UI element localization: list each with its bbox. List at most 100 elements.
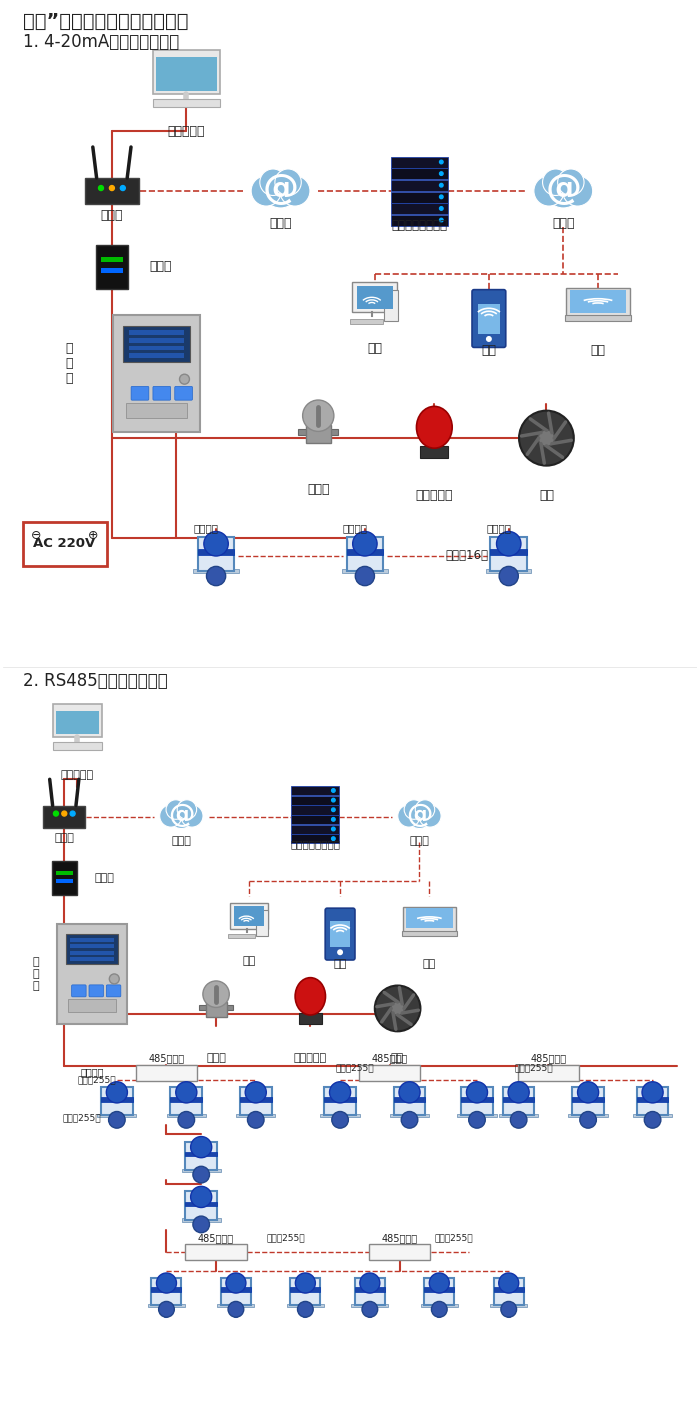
Circle shape xyxy=(534,176,564,205)
Circle shape xyxy=(190,1137,211,1158)
Bar xyxy=(491,537,527,571)
Text: 安帕尔网络服务器: 安帕尔网络服务器 xyxy=(391,219,447,232)
Circle shape xyxy=(563,176,593,205)
Bar xyxy=(70,937,114,941)
Circle shape xyxy=(415,799,435,819)
Bar xyxy=(477,304,500,333)
Text: 路由器: 路由器 xyxy=(55,833,74,843)
Circle shape xyxy=(332,808,335,812)
Circle shape xyxy=(542,169,569,196)
Circle shape xyxy=(53,810,58,816)
Circle shape xyxy=(545,170,582,208)
Text: 转换器: 转换器 xyxy=(150,260,172,273)
Bar xyxy=(461,1086,493,1116)
Circle shape xyxy=(440,160,443,163)
Bar xyxy=(499,1114,538,1117)
Circle shape xyxy=(120,186,125,190)
Ellipse shape xyxy=(295,978,326,1014)
Circle shape xyxy=(248,1112,264,1128)
Circle shape xyxy=(280,176,310,205)
FancyBboxPatch shape xyxy=(153,387,171,400)
Text: 可连接16个: 可连接16个 xyxy=(446,549,489,561)
Text: 485中继器: 485中继器 xyxy=(382,1233,418,1242)
Text: 可连接255台: 可连接255台 xyxy=(514,1064,553,1072)
Bar xyxy=(291,825,339,834)
Circle shape xyxy=(109,186,114,190)
Bar xyxy=(384,290,398,321)
Text: @: @ xyxy=(168,802,195,827)
Bar xyxy=(391,180,448,191)
Text: 电脑: 电脑 xyxy=(242,955,256,967)
Bar xyxy=(70,957,114,961)
Circle shape xyxy=(362,1301,378,1317)
Text: 单机版电脑: 单机版电脑 xyxy=(61,770,94,779)
Text: 2. RS485信号连接系统图: 2. RS485信号连接系统图 xyxy=(22,673,167,689)
Bar xyxy=(391,156,448,167)
Bar xyxy=(197,537,234,571)
FancyBboxPatch shape xyxy=(106,985,121,996)
Bar xyxy=(101,1097,133,1102)
Circle shape xyxy=(398,805,420,827)
Bar xyxy=(330,922,350,947)
Bar xyxy=(70,944,114,948)
Bar xyxy=(369,1244,430,1259)
Text: @: @ xyxy=(262,172,299,205)
Bar xyxy=(240,1086,272,1116)
Bar xyxy=(494,1287,524,1292)
Circle shape xyxy=(226,1273,246,1293)
Circle shape xyxy=(204,532,228,556)
Circle shape xyxy=(295,1273,316,1293)
Bar xyxy=(55,879,73,884)
Circle shape xyxy=(109,974,119,983)
Circle shape xyxy=(181,805,203,827)
Circle shape xyxy=(508,1082,529,1103)
Text: 信号输出: 信号输出 xyxy=(342,522,368,533)
Circle shape xyxy=(177,799,197,819)
Bar xyxy=(290,1278,321,1304)
Bar xyxy=(101,269,123,273)
Text: 大众”系列带显示固定式检测仪: 大众”系列带显示固定式检测仪 xyxy=(22,11,188,31)
Bar xyxy=(70,951,114,954)
Bar xyxy=(123,326,190,362)
Bar xyxy=(148,1304,185,1307)
Text: 互联网: 互联网 xyxy=(172,836,191,847)
Circle shape xyxy=(405,801,433,829)
Circle shape xyxy=(275,169,301,196)
Circle shape xyxy=(178,1112,195,1128)
Bar xyxy=(346,537,383,571)
Circle shape xyxy=(166,799,186,819)
Bar xyxy=(424,1287,454,1292)
Bar xyxy=(151,1287,181,1292)
Circle shape xyxy=(160,805,182,827)
Bar xyxy=(391,215,448,227)
Bar xyxy=(424,1278,454,1304)
Bar xyxy=(156,56,217,91)
Bar xyxy=(230,903,267,929)
Circle shape xyxy=(501,1301,517,1317)
Bar xyxy=(186,1192,217,1220)
Bar xyxy=(391,191,448,203)
Bar xyxy=(402,931,457,936)
Circle shape xyxy=(108,1112,125,1128)
Bar xyxy=(66,934,118,964)
Circle shape xyxy=(228,1301,244,1317)
Bar xyxy=(217,1304,255,1307)
Bar xyxy=(421,1304,458,1307)
Bar xyxy=(101,1086,133,1116)
Bar xyxy=(151,1278,181,1304)
Bar xyxy=(402,908,456,931)
Bar xyxy=(503,1097,535,1102)
FancyBboxPatch shape xyxy=(131,387,149,400)
Bar xyxy=(352,283,398,312)
Bar xyxy=(193,568,239,573)
Bar xyxy=(566,288,630,317)
Bar xyxy=(490,1304,527,1307)
Circle shape xyxy=(374,985,421,1031)
Text: 可连接255台: 可连接255台 xyxy=(335,1064,375,1072)
Circle shape xyxy=(644,1112,661,1128)
Bar xyxy=(324,1086,356,1116)
Bar xyxy=(321,1114,360,1117)
Bar xyxy=(186,1244,247,1259)
Text: 电磁阀: 电磁阀 xyxy=(206,1052,226,1062)
Text: 电脑: 电脑 xyxy=(368,342,382,355)
